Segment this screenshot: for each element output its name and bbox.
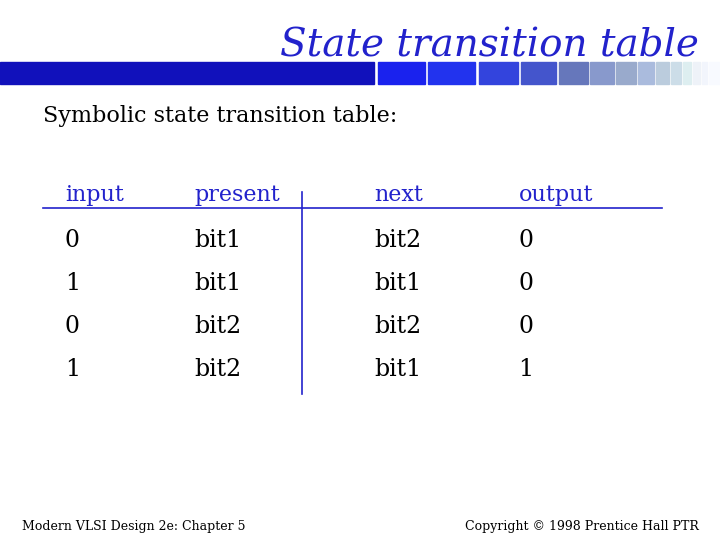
Text: State transition table: State transition table [279, 28, 698, 64]
Bar [479, 62, 518, 84]
Bar [559, 62, 588, 84]
Bar [428, 62, 475, 84]
Bar [0, 62, 374, 84]
Text: bit1: bit1 [374, 272, 422, 295]
Text: 1: 1 [65, 359, 80, 381]
Text: output: output [518, 185, 593, 206]
Bar [683, 62, 691, 84]
Text: 0: 0 [518, 315, 534, 338]
Text: bit2: bit2 [374, 229, 422, 252]
Text: bit1: bit1 [194, 229, 242, 252]
Text: next: next [374, 185, 423, 206]
Text: Copyright © 1998 Prentice Hall PTR: Copyright © 1998 Prentice Hall PTR [464, 520, 698, 533]
Bar [521, 62, 556, 84]
Text: 0: 0 [65, 315, 80, 338]
Bar [590, 62, 614, 84]
Bar [378, 62, 425, 84]
Text: present: present [194, 185, 280, 206]
Text: bit2: bit2 [194, 315, 242, 338]
Text: input: input [65, 185, 124, 206]
Text: 0: 0 [518, 272, 534, 295]
Text: bit2: bit2 [374, 315, 422, 338]
Bar [656, 62, 669, 84]
Bar [671, 62, 681, 84]
Text: Modern VLSI Design 2e: Chapter 5: Modern VLSI Design 2e: Chapter 5 [22, 520, 245, 533]
Bar [638, 62, 654, 84]
Text: Symbolic state transition table:: Symbolic state transition table: [43, 105, 397, 127]
Text: 0: 0 [518, 229, 534, 252]
Text: bit1: bit1 [374, 359, 422, 381]
Text: 1: 1 [65, 272, 80, 295]
Text: 0: 0 [65, 229, 80, 252]
Bar [616, 62, 636, 84]
Text: bit2: bit2 [194, 359, 242, 381]
Text: 1: 1 [518, 359, 534, 381]
Bar [693, 62, 700, 84]
Bar [702, 62, 707, 84]
Text: bit1: bit1 [194, 272, 242, 295]
Bar [709, 62, 720, 84]
